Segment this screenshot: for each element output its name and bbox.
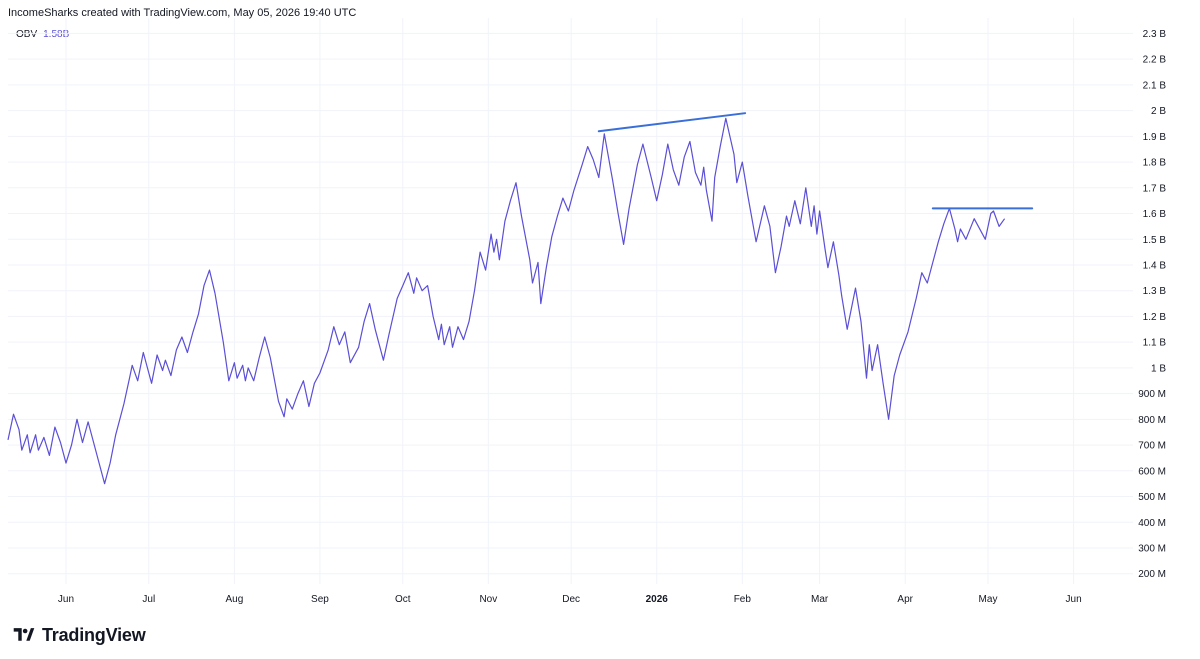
y-tick-label: 2.1 B: [1143, 80, 1167, 91]
x-tick-label: Dec: [562, 594, 580, 605]
y-tick-label: 1.8 B: [1143, 158, 1167, 169]
obv-series-line: [7, 117, 1006, 485]
y-tick-label: 800 M: [1138, 415, 1166, 426]
series-layer: [7, 117, 1006, 485]
y-tick-label: 500 M: [1138, 492, 1166, 503]
y-tick-label: 1.4 B: [1143, 260, 1167, 271]
tradingview-logo-text: TradingView: [42, 624, 146, 645]
y-tick-label: 1.6 B: [1143, 209, 1167, 220]
indicator-legend[interactable]: OBV 1.58B: [16, 29, 69, 40]
x-tick-label: Jun: [1066, 594, 1082, 605]
price-axis: 2.3 B 2.2 B 2.1 B 2 B 1.9 B 1.8 B 1.7 B 1.6 B 1.…: [1138, 29, 1166, 580]
x-tick-label: Mar: [811, 594, 829, 605]
y-tick-label: 1.5 B: [1143, 235, 1167, 246]
y-tick-label: 900 M: [1138, 389, 1166, 400]
y-tick-label: 2.3 B: [1143, 29, 1167, 40]
x-tick-label: Jun: [58, 594, 74, 605]
y-tick-label: 1.1 B: [1143, 338, 1167, 349]
grid: [8, 18, 1133, 584]
y-tick-label: 1 B: [1151, 363, 1166, 374]
x-tick-label: Oct: [395, 594, 411, 605]
y-tick-label: 1.9 B: [1143, 132, 1167, 143]
y-tick-label: 1.3 B: [1143, 286, 1167, 297]
y-tick-label: 200 M: [1138, 569, 1166, 580]
tradingview-logo[interactable]: TradingView: [10, 624, 146, 646]
x-tick-label: Aug: [225, 594, 243, 605]
y-tick-label: 2.2 B: [1143, 55, 1167, 66]
indicator-value: 1.58B: [43, 29, 70, 40]
trendline-annotation[interactable]: [597, 112, 747, 133]
tradingview-logo-icon: [13, 628, 35, 641]
y-tick-label: 1.2 B: [1143, 312, 1167, 323]
x-tick-label: 2026: [646, 594, 669, 605]
indicator-name: OBV: [16, 29, 38, 40]
chart-attribution: IncomeSharks created with TradingView.co…: [8, 7, 357, 19]
y-tick-label: 1.7 B: [1143, 183, 1167, 194]
y-tick-label: 400 M: [1138, 518, 1166, 529]
x-tick-label: Jul: [142, 594, 155, 605]
x-tick-label: May: [979, 594, 998, 605]
x-tick-label: Nov: [479, 594, 497, 605]
x-tick-label: Apr: [897, 594, 913, 605]
y-tick-label: 600 M: [1138, 466, 1166, 477]
x-tick-label: Sep: [311, 594, 329, 605]
time-axis: Jun Jul Aug Sep Oct Nov Dec 2026 Feb Mar Apr May Jun: [58, 594, 1082, 605]
annotations: [597, 112, 1034, 210]
y-tick-label: 300 M: [1138, 543, 1166, 554]
x-tick-label: Feb: [734, 594, 752, 605]
y-tick-label: 2 B: [1151, 106, 1166, 117]
y-tick-label: 700 M: [1138, 441, 1166, 452]
